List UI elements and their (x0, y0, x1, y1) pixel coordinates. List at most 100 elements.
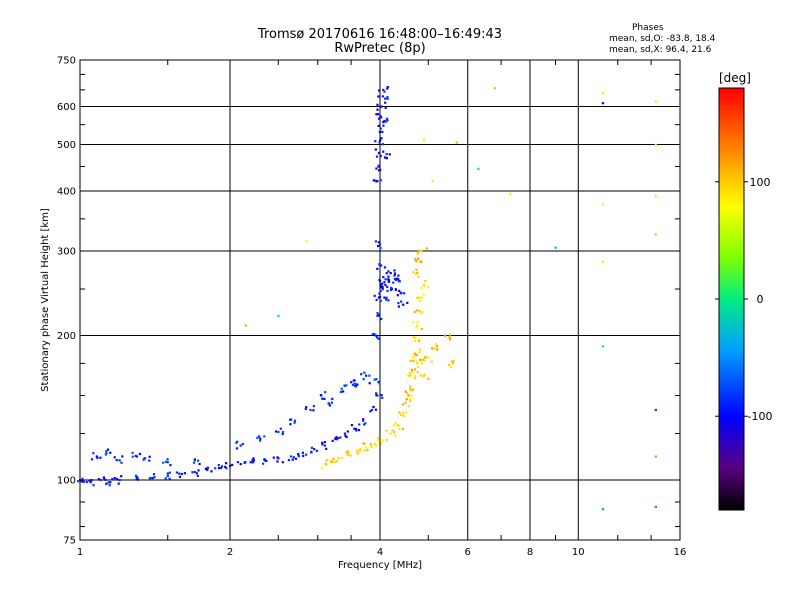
data-point (420, 260, 423, 263)
data-point (77, 480, 80, 483)
data-point (168, 471, 171, 474)
data-point (252, 459, 255, 462)
data-point (105, 450, 108, 453)
data-point (374, 334, 377, 337)
data-point (249, 461, 252, 464)
data-point (297, 455, 300, 458)
data-point (244, 461, 247, 464)
data-point (378, 292, 381, 295)
data-point (387, 275, 390, 278)
data-point (402, 403, 405, 406)
data-point (265, 459, 268, 462)
data-point (138, 452, 141, 456)
data-point (433, 347, 436, 350)
data-point (281, 461, 284, 464)
data-point (422, 293, 425, 296)
data-point (379, 114, 382, 118)
data-point (380, 116, 383, 119)
data-points (77, 86, 657, 511)
axes: 1 2 4 6 8 10 16 75 100 200 300 400 500 600 750 (57, 56, 686, 559)
data-point (377, 437, 380, 440)
data-point (423, 285, 426, 288)
data-point (420, 250, 423, 253)
data-point (402, 414, 405, 418)
data-point (379, 154, 382, 158)
data-point (116, 478, 119, 481)
data-point (415, 354, 418, 357)
data-point (397, 274, 400, 277)
data-point (337, 457, 340, 460)
data-point (239, 444, 242, 447)
data-point (380, 137, 383, 140)
colorbar-tick-label: 100 (750, 176, 771, 189)
data-point (235, 447, 239, 450)
data-point (345, 435, 348, 439)
data-point (217, 466, 221, 470)
data-point (281, 432, 284, 436)
data-point (398, 289, 401, 292)
data-point (332, 457, 335, 460)
data-point (143, 457, 146, 460)
data-point (312, 409, 315, 412)
data-point (415, 272, 418, 275)
data-point (383, 266, 387, 269)
data-point (375, 394, 378, 397)
data-point (601, 102, 604, 105)
data-point (601, 260, 604, 263)
data-point (386, 96, 389, 99)
data-point (323, 441, 326, 444)
data-point (384, 97, 387, 100)
data-point (416, 296, 419, 299)
data-point (378, 382, 381, 385)
data-point (304, 407, 307, 410)
data-point (418, 337, 421, 340)
y-tick-label: 300 (57, 247, 76, 258)
data-point (398, 427, 401, 431)
data-point (371, 333, 374, 336)
data-point (398, 280, 401, 283)
data-point (262, 462, 265, 465)
data-point (393, 272, 397, 275)
data-point (386, 97, 389, 100)
data-point (393, 274, 396, 277)
data-point (342, 390, 345, 393)
data-point (379, 295, 382, 299)
y-tick-label: 75 (63, 536, 76, 547)
data-point (382, 124, 385, 127)
data-point (88, 479, 91, 482)
data-point (654, 505, 657, 508)
data-point (148, 459, 151, 462)
y-tick-label: 500 (57, 140, 76, 151)
data-point (386, 289, 389, 292)
data-point (353, 427, 356, 430)
data-point (435, 345, 438, 348)
data-point (418, 348, 422, 351)
data-point (340, 387, 343, 390)
data-point (320, 466, 324, 469)
data-point (404, 401, 407, 404)
data-point (325, 462, 328, 465)
data-point (420, 296, 423, 299)
x-tick-label: 10 (572, 547, 585, 558)
data-point (411, 371, 414, 374)
data-point (398, 411, 401, 414)
data-point (217, 464, 220, 467)
data-point (409, 389, 412, 392)
data-point (451, 362, 454, 365)
data-point (193, 470, 196, 474)
data-point (378, 278, 381, 281)
data-point (412, 359, 415, 362)
data-point (448, 336, 451, 339)
data-point (113, 477, 116, 480)
data-point (601, 92, 604, 95)
data-point (420, 312, 423, 315)
data-point (402, 303, 405, 306)
data-point (386, 285, 389, 288)
data-point (400, 413, 403, 416)
y-tick-label: 750 (57, 56, 76, 67)
data-point (414, 258, 417, 261)
data-point (425, 247, 428, 250)
data-point (81, 477, 84, 480)
data-point (409, 399, 412, 402)
data-point (374, 408, 377, 411)
